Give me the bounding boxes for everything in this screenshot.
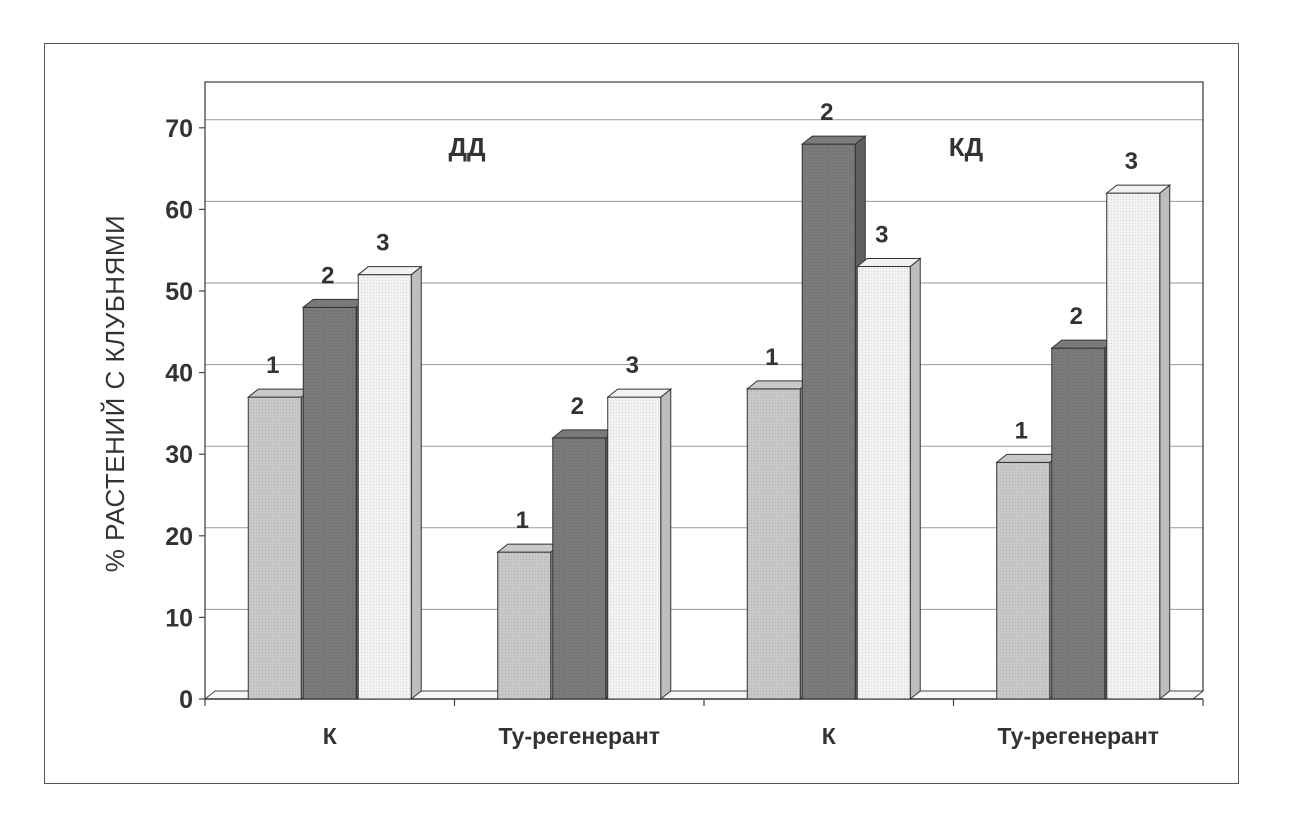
bar-label-2: 2: [1070, 303, 1083, 330]
bar-label-1: 1: [516, 507, 529, 534]
bar-label-2: 2: [820, 99, 833, 126]
bar-2-0: [301, 298, 368, 701]
bar-2-1: [551, 428, 618, 701]
y-tick-label: 30: [165, 441, 193, 469]
bar-side: [909, 257, 921, 701]
bar-top: [855, 258, 922, 268]
labels: 0 10 20 30 40 50 60 70 1 2 3 К 1 2 3 Ту-регенерант 1 2 3 К 1…: [100, 99, 1159, 749]
bar-texture: [1106, 193, 1160, 699]
bar-2-2: [800, 135, 867, 701]
bar-label-1: 1: [765, 344, 778, 371]
bar-texture: [857, 266, 911, 699]
bar-top: [1050, 339, 1117, 349]
bar-top: [606, 388, 673, 398]
bar-1-3: [995, 453, 1062, 701]
bar-label-3: 3: [626, 352, 639, 379]
bar-label-2: 2: [321, 262, 334, 289]
bar-top: [800, 135, 867, 145]
bar-texture: [497, 552, 551, 699]
y-tick-label: 60: [165, 196, 193, 224]
bar-top: [551, 429, 618, 439]
y-tick-label: 20: [165, 523, 193, 551]
bar-top: [301, 298, 368, 308]
x-category-label: Ту-регенерант: [997, 723, 1159, 749]
plot-area-border: [204, 81, 1204, 699]
bar-texture: [747, 388, 801, 699]
bar-top: [496, 543, 563, 553]
bar-side: [660, 388, 672, 701]
bar-3-3: [1105, 184, 1172, 701]
group-label: ДД: [448, 132, 486, 162]
bar-label-1: 1: [1015, 417, 1028, 444]
x-category-label: Ту-регенерант: [498, 723, 660, 749]
bar-texture: [1051, 348, 1105, 699]
bars: [246, 135, 1172, 701]
bar-side: [410, 265, 422, 701]
y-tick-label: 70: [165, 115, 193, 143]
bar-texture: [358, 274, 412, 699]
bar-texture: [802, 144, 856, 699]
bar-3-1: [606, 388, 673, 701]
bar-top: [995, 453, 1062, 463]
bar-1-2: [745, 379, 812, 701]
group-label: КД: [949, 132, 984, 162]
bar-3-2: [855, 257, 922, 701]
x-category-label: К: [323, 723, 338, 749]
bar-top: [745, 380, 812, 390]
bar-label-3: 3: [875, 222, 888, 249]
bar-texture: [248, 397, 302, 699]
bar-label-2: 2: [571, 393, 584, 420]
y-tick-label: 40: [165, 360, 193, 388]
bar-texture: [996, 462, 1050, 699]
bar-2-3: [1050, 339, 1117, 701]
bar-top: [246, 388, 313, 398]
chart-frame: [44, 43, 1239, 784]
bar-texture: [303, 307, 357, 699]
bar-1-0: [246, 388, 313, 701]
bar-top: [1105, 184, 1172, 194]
y-axis-label: % РАСТЕНИЙ С КЛУБНЯМИ: [100, 215, 130, 572]
bar-label-3: 3: [1125, 148, 1138, 175]
y-tick-label: 0: [179, 686, 193, 714]
y-tick-label: 50: [165, 278, 193, 306]
bar-label-3: 3: [376, 230, 389, 257]
bar-top: [356, 266, 423, 276]
x-category-label: К: [822, 723, 837, 749]
bar-side: [1159, 184, 1171, 701]
y-tick-label: 10: [165, 604, 193, 632]
bar-label-1: 1: [266, 352, 279, 379]
bar-texture: [552, 437, 606, 699]
bar-texture: [607, 397, 661, 699]
bar-1-1: [496, 543, 563, 701]
bar-3-0: [356, 265, 423, 701]
